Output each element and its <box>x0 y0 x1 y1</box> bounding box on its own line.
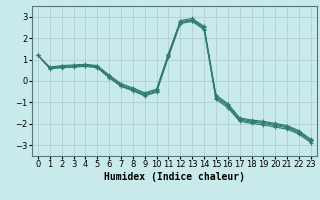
X-axis label: Humidex (Indice chaleur): Humidex (Indice chaleur) <box>104 172 245 182</box>
